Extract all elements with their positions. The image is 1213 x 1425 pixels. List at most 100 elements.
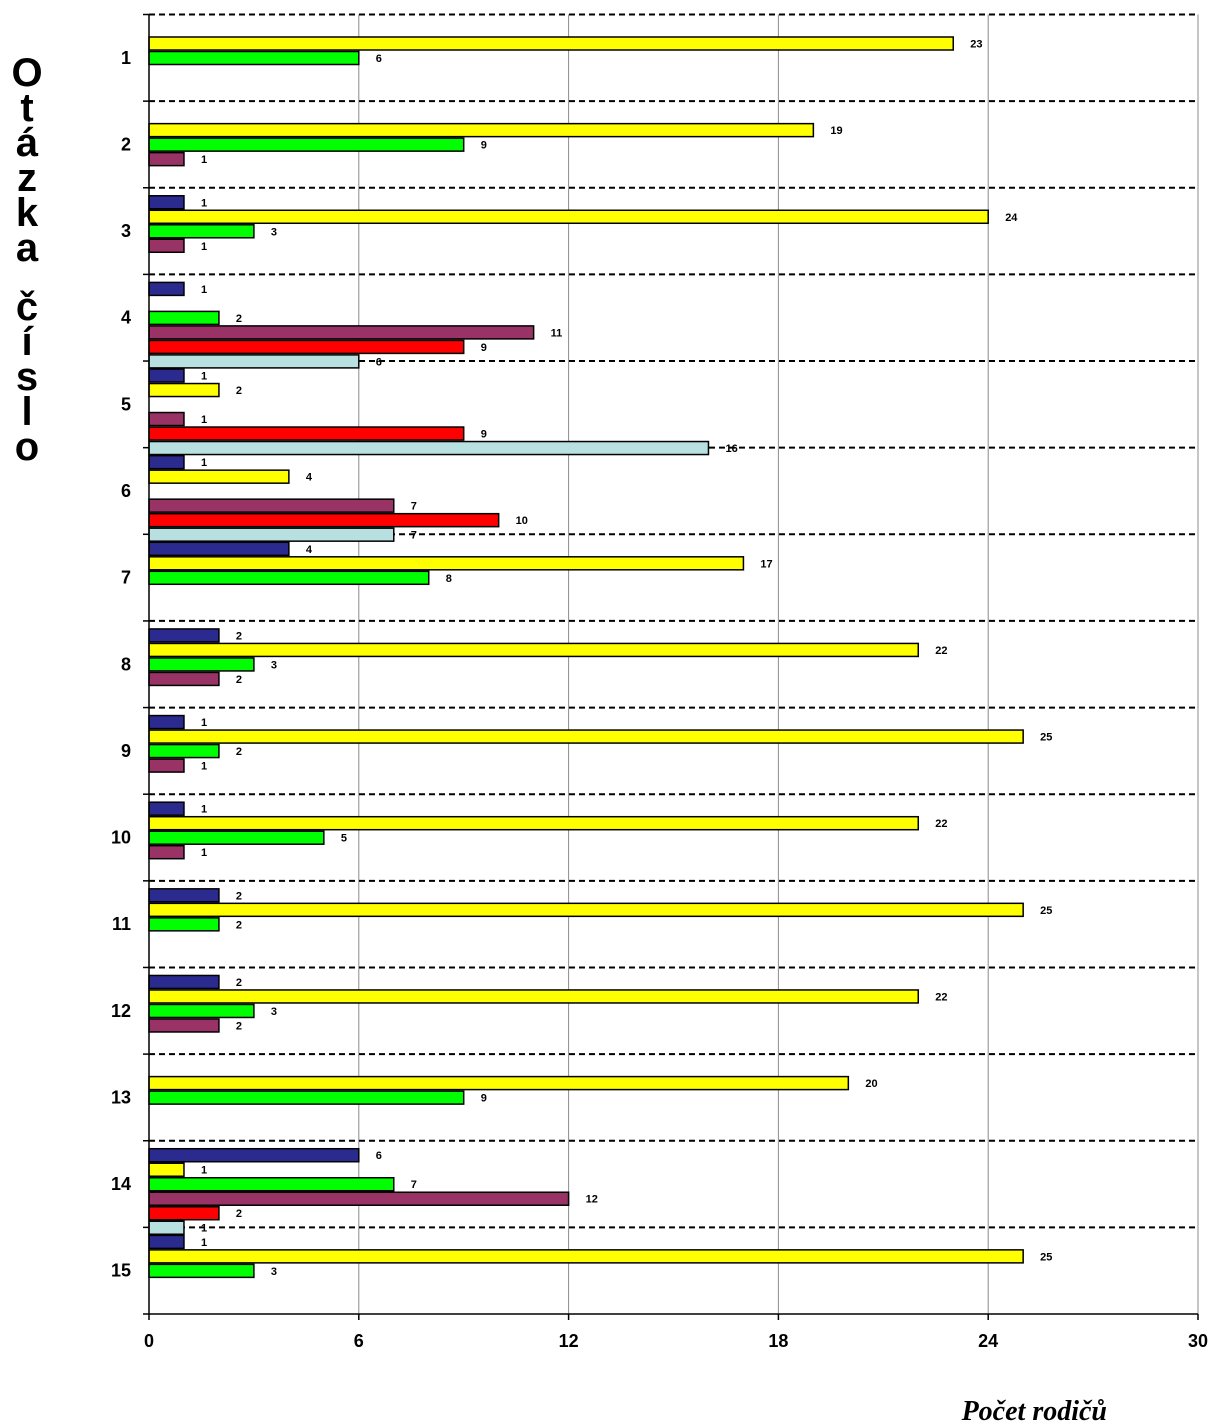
bar-q5-s2 bbox=[148, 382, 220, 398]
data-label: 16 bbox=[725, 443, 737, 455]
bar-q2-s2 bbox=[148, 122, 815, 138]
data-label: 1 bbox=[201, 717, 207, 729]
bar-q6-s2 bbox=[148, 469, 290, 484]
data-label: 1 bbox=[201, 197, 207, 209]
data-label: 3 bbox=[271, 1006, 277, 1018]
bar-q13-s3 bbox=[148, 1090, 465, 1105]
y-axis-title-char: k bbox=[16, 191, 39, 235]
bar-q8-s2 bbox=[148, 642, 920, 658]
bar-q5-s4 bbox=[148, 411, 185, 427]
data-label: 1 bbox=[201, 457, 207, 469]
data-label: 1 bbox=[201, 1223, 207, 1235]
bar-q5-s1 bbox=[148, 368, 185, 383]
data-label: 1 bbox=[201, 414, 207, 426]
data-label: 1 bbox=[201, 1237, 207, 1249]
bar-q9-s2 bbox=[148, 729, 1024, 744]
data-label: 9 bbox=[481, 1093, 487, 1105]
bar-q6-s1 bbox=[148, 454, 185, 470]
bar-q7-s1 bbox=[148, 541, 290, 557]
data-labels: 2361991124311211961219161471074178222321… bbox=[201, 39, 1052, 1278]
category-label: 5 bbox=[121, 394, 131, 414]
data-label: 1 bbox=[201, 761, 207, 773]
data-label: 2 bbox=[236, 385, 242, 397]
category-label: 1 bbox=[121, 48, 131, 68]
data-label: 4 bbox=[306, 472, 313, 484]
bar-q1-s2 bbox=[148, 36, 954, 51]
bar-q3-s3 bbox=[148, 224, 255, 239]
y-axis-title-char: a bbox=[16, 226, 39, 270]
bar-q4-s3 bbox=[148, 310, 220, 326]
data-label: 6 bbox=[376, 356, 382, 368]
bar-q12-s1 bbox=[148, 974, 220, 990]
data-label: 22 bbox=[935, 645, 947, 657]
data-label: 23 bbox=[970, 39, 982, 51]
bar-q3-s2 bbox=[148, 209, 989, 225]
data-label: 24 bbox=[1005, 212, 1018, 224]
data-label: 17 bbox=[760, 558, 772, 570]
y-axis-title-char: s bbox=[16, 355, 38, 399]
bar-q9-s4 bbox=[148, 758, 185, 773]
category-label: 10 bbox=[111, 828, 131, 848]
data-label: 2 bbox=[236, 1208, 242, 1220]
bar-q6-s5 bbox=[148, 512, 500, 528]
y-axis-title-char: á bbox=[16, 121, 39, 165]
bar-q2-s4 bbox=[148, 151, 185, 167]
data-label: 25 bbox=[1040, 732, 1052, 744]
data-label: 8 bbox=[446, 573, 452, 585]
data-label: 1 bbox=[201, 154, 207, 166]
data-label: 2 bbox=[236, 890, 242, 902]
data-label: 19 bbox=[830, 125, 842, 137]
data-label: 2 bbox=[236, 919, 242, 931]
bar-q4-s1 bbox=[148, 281, 185, 297]
bar-q8-s3 bbox=[148, 657, 255, 672]
data-label: 9 bbox=[481, 140, 487, 152]
bar-q14-s3 bbox=[148, 1176, 395, 1192]
bar-q11-s2 bbox=[148, 902, 1024, 918]
y-axis-title-char: l bbox=[21, 390, 32, 434]
bar-q12-s4 bbox=[148, 1018, 220, 1033]
data-label: 3 bbox=[271, 659, 277, 671]
bar-q12-s3 bbox=[148, 1003, 255, 1019]
bar-q10-s3 bbox=[148, 830, 325, 845]
data-label: 20 bbox=[865, 1078, 877, 1090]
data-label: 25 bbox=[1040, 905, 1052, 917]
data-label: 6 bbox=[376, 1150, 382, 1162]
data-label: 2 bbox=[236, 746, 242, 758]
data-label: 2 bbox=[236, 674, 242, 686]
data-label: 3 bbox=[271, 1266, 277, 1278]
bar-q6-s4 bbox=[148, 498, 395, 513]
category-label: 13 bbox=[111, 1087, 131, 1107]
bar-q5-s5 bbox=[148, 426, 465, 441]
data-label: 5 bbox=[341, 833, 347, 845]
data-label: 2 bbox=[236, 313, 242, 325]
bar-q4-s6 bbox=[148, 354, 360, 369]
data-label: 25 bbox=[1040, 1251, 1052, 1263]
x-tick-label: 18 bbox=[768, 1331, 788, 1351]
bar-q5-s6 bbox=[148, 440, 710, 456]
x-tick-label: 12 bbox=[559, 1331, 579, 1351]
bar-q10-s2 bbox=[148, 815, 920, 831]
bar-q3-s1 bbox=[148, 195, 185, 210]
data-label: 22 bbox=[935, 818, 947, 830]
category-label: 15 bbox=[111, 1261, 131, 1281]
x-axis-title: Počet rodičů bbox=[961, 1396, 1107, 1425]
bar-q11-s1 bbox=[148, 888, 220, 903]
data-label: 9 bbox=[481, 429, 487, 441]
category-label: 2 bbox=[121, 134, 131, 154]
bars bbox=[148, 36, 1024, 1279]
grid-lines bbox=[149, 13, 1199, 1314]
category-label: 14 bbox=[111, 1174, 131, 1194]
bar-q14-s6 bbox=[148, 1220, 185, 1235]
category-label: 12 bbox=[111, 1001, 131, 1021]
category-label: 7 bbox=[121, 568, 131, 588]
data-label: 1 bbox=[201, 371, 207, 383]
data-label: 6 bbox=[376, 53, 382, 65]
data-label: 1 bbox=[201, 241, 207, 253]
bar-q1-s3 bbox=[148, 50, 360, 66]
data-label: 12 bbox=[586, 1194, 598, 1206]
y-axis-title-char: o bbox=[15, 425, 39, 469]
bar-q6-s6 bbox=[148, 527, 395, 542]
